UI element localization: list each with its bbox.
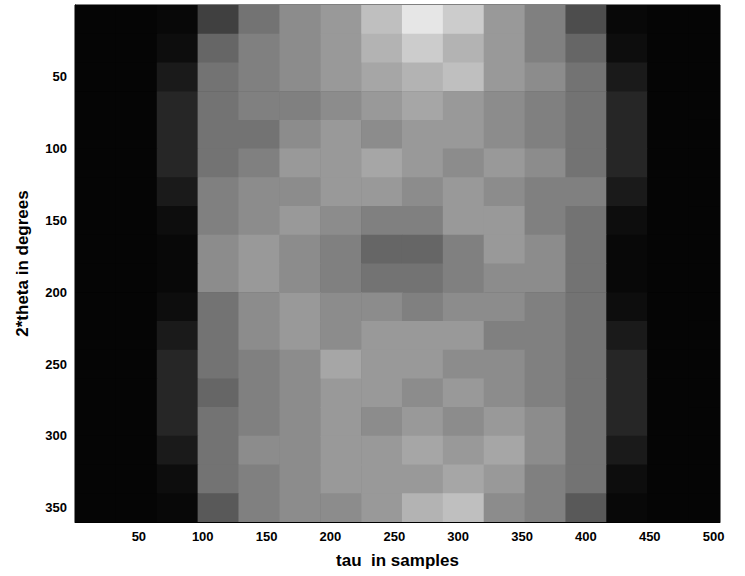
svg-text:200: 200 xyxy=(320,529,342,544)
svg-text:400: 400 xyxy=(575,529,597,544)
svg-text:50: 50 xyxy=(53,69,67,84)
svg-text:tau in samples: tau in samples xyxy=(336,551,459,570)
svg-text:350: 350 xyxy=(45,500,67,515)
svg-text:300: 300 xyxy=(45,428,67,443)
svg-text:250: 250 xyxy=(383,529,405,544)
svg-text:2*theta in degrees: 2*theta in degrees xyxy=(13,190,32,336)
svg-text:350: 350 xyxy=(511,529,533,544)
svg-text:150: 150 xyxy=(45,213,67,228)
svg-text:100: 100 xyxy=(192,529,214,544)
svg-text:50: 50 xyxy=(132,529,146,544)
svg-text:250: 250 xyxy=(45,357,67,372)
svg-text:300: 300 xyxy=(447,529,469,544)
svg-text:150: 150 xyxy=(256,529,278,544)
svg-text:100: 100 xyxy=(45,141,67,156)
svg-text:450: 450 xyxy=(639,529,661,544)
svg-text:500: 500 xyxy=(703,529,725,544)
svg-text:200: 200 xyxy=(45,285,67,300)
